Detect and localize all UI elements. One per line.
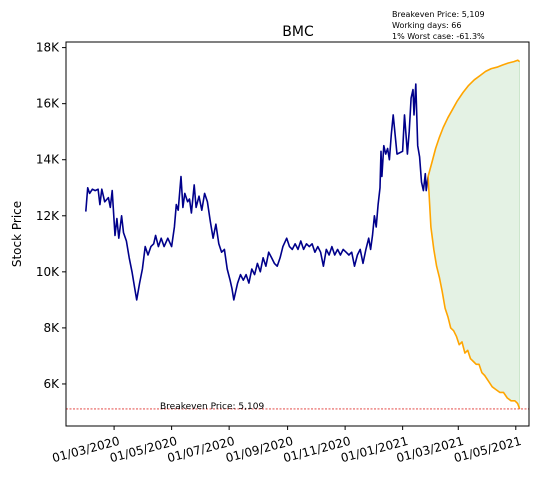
y-tick-label: 6K bbox=[43, 377, 60, 391]
x-tick-label: 01/05/2021 bbox=[452, 434, 522, 465]
y-tick-label: 14K bbox=[36, 153, 60, 167]
plot-frame bbox=[65, 41, 530, 427]
y-tick-label: 12K bbox=[36, 209, 60, 223]
y-tick-label: 16K bbox=[36, 97, 60, 111]
info-line-worst-case: 1% Worst case: -61.3% bbox=[392, 32, 485, 41]
series-layer bbox=[85, 59, 521, 410]
info-line-working-days: Working days: 66 bbox=[392, 21, 461, 30]
y-tick-label: 18K bbox=[36, 41, 60, 55]
info-line-breakeven: Breakeven Price: 5,109 bbox=[392, 10, 485, 19]
chart-title: BMC bbox=[282, 24, 314, 40]
y-axis: 6K 8K 10K 12K 14K 16K 18K bbox=[36, 41, 66, 391]
y-axis-label: Stock Price bbox=[10, 201, 24, 267]
series-line-forecast-upper bbox=[427, 59, 521, 177]
breakeven-label: Breakeven Price: 5,109 bbox=[160, 402, 264, 412]
x-axis: 01/03/202001/05/202001/07/202001/09/2020… bbox=[51, 426, 523, 465]
y-tick-label: 10K bbox=[36, 265, 60, 279]
series-line-forecast-lower bbox=[427, 176, 521, 410]
y-tick-label: 8K bbox=[43, 321, 60, 335]
series-line-historical bbox=[85, 83, 429, 301]
